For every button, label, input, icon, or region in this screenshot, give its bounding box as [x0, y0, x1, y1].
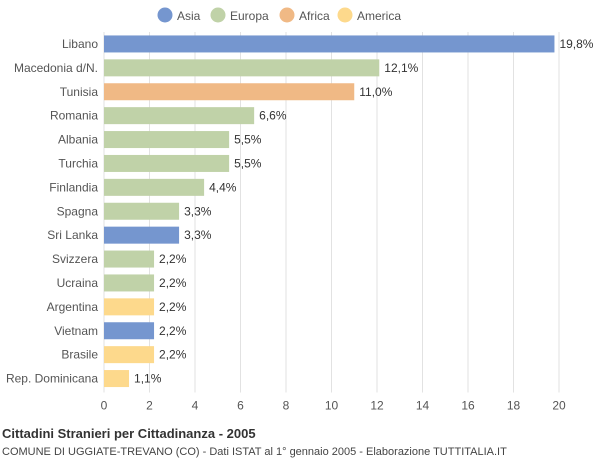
value-label: 2,2%: [159, 300, 187, 314]
category-label: Albania: [58, 133, 98, 147]
x-tick-label: 0: [101, 399, 108, 413]
x-tick-label: 18: [507, 399, 521, 413]
x-tick-label: 10: [325, 399, 339, 413]
category-label: Vietnam: [54, 324, 98, 338]
legend-swatch: [210, 7, 226, 23]
value-label: 2,2%: [159, 324, 187, 338]
category-label: Macedonia d/N.: [14, 61, 98, 75]
chart-title: Cittadini Stranieri per Cittadinanza - 2…: [2, 426, 256, 441]
x-tick-label: 4: [192, 399, 199, 413]
category-label: Rep. Dominicana: [6, 372, 98, 386]
bar: [104, 131, 230, 149]
bar: [104, 226, 180, 244]
bar: [104, 154, 230, 172]
legend-swatch: [157, 7, 173, 23]
legend-item: Africa: [279, 7, 330, 23]
legend: Asia Europa Africa America: [157, 7, 401, 23]
category-label: Turchia: [58, 156, 98, 170]
category-label: Finlandia: [49, 180, 98, 194]
value-label: 5,5%: [234, 133, 262, 147]
x-axis-ticks: 0 2 4 6 8 10 12 14 16 18 20: [101, 399, 566, 413]
bar: [104, 274, 155, 292]
value-label: 2,2%: [159, 348, 187, 362]
category-label: Spagna: [57, 204, 99, 218]
bar-chart: Asia Europa Africa America Libano 19,8% Maced…: [6, 7, 594, 413]
x-tick-label: 6: [237, 399, 244, 413]
legend-item: America: [337, 7, 401, 23]
value-label: 3,3%: [184, 228, 212, 242]
bar: [104, 202, 180, 220]
legend-swatch: [337, 7, 353, 23]
bar: [104, 107, 255, 125]
legend-item: Europa: [210, 7, 269, 23]
value-label: 12,1%: [384, 61, 418, 75]
legend-item: Asia: [157, 7, 201, 23]
bar: [104, 83, 355, 101]
x-tick-label: 2: [146, 399, 153, 413]
category-label: Svizzera: [52, 252, 98, 266]
value-label: 6,6%: [259, 109, 287, 123]
bar: [104, 322, 155, 340]
bar: [104, 59, 380, 77]
category-label: Tunisia: [60, 85, 99, 99]
value-label: 1,1%: [134, 372, 162, 386]
x-tick-label: 8: [283, 399, 290, 413]
legend-label: America: [357, 9, 401, 23]
category-label: Brasile: [61, 348, 98, 362]
value-label: 4,4%: [209, 180, 237, 194]
value-label: 2,2%: [159, 252, 187, 266]
category-label: Libano: [62, 37, 98, 51]
value-label: 19,8%: [559, 37, 593, 51]
bar: [104, 178, 205, 196]
bars: [104, 35, 555, 388]
category-label: Ucraina: [57, 276, 99, 290]
x-tick-label: 20: [552, 399, 566, 413]
value-label: 2,2%: [159, 276, 187, 290]
bar: [104, 346, 155, 364]
x-tick-label: 12: [370, 399, 384, 413]
value-label: 11,0%: [359, 85, 392, 99]
legend-label: Africa: [299, 9, 330, 23]
value-label: 3,3%: [184, 204, 212, 218]
category-labels: Libano 19,8% Macedonia d/N. 12,1% Tunisia 11,…: [6, 37, 594, 386]
legend-label: Asia: [177, 9, 201, 23]
x-tick-label: 14: [416, 399, 430, 413]
x-tick-label: 16: [461, 399, 475, 413]
bar: [104, 370, 130, 388]
bar: [104, 298, 155, 316]
chart-subtitle: COMUNE DI UGGIATE-TREVANO (CO) - Dati IS…: [2, 446, 507, 458]
category-label: Romania: [50, 109, 98, 123]
bar: [104, 250, 155, 268]
category-label: Argentina: [47, 300, 99, 314]
legend-swatch: [279, 7, 295, 23]
category-label: Sri Lanka: [47, 228, 98, 242]
bar: [104, 35, 555, 53]
legend-label: Europa: [230, 9, 269, 23]
value-label: 5,5%: [234, 156, 262, 170]
